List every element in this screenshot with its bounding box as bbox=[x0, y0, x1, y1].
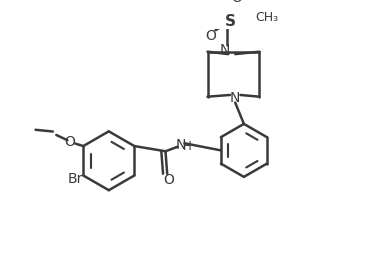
Text: N: N bbox=[220, 43, 230, 57]
Text: N: N bbox=[176, 138, 186, 152]
Text: CH₃: CH₃ bbox=[256, 11, 279, 24]
Text: N: N bbox=[230, 91, 240, 105]
Text: O: O bbox=[205, 29, 216, 43]
Text: H: H bbox=[183, 140, 192, 153]
Text: O: O bbox=[65, 135, 75, 149]
Text: Br: Br bbox=[68, 172, 83, 186]
Text: O: O bbox=[232, 0, 242, 5]
Text: O: O bbox=[164, 173, 174, 187]
Text: S: S bbox=[225, 14, 236, 29]
